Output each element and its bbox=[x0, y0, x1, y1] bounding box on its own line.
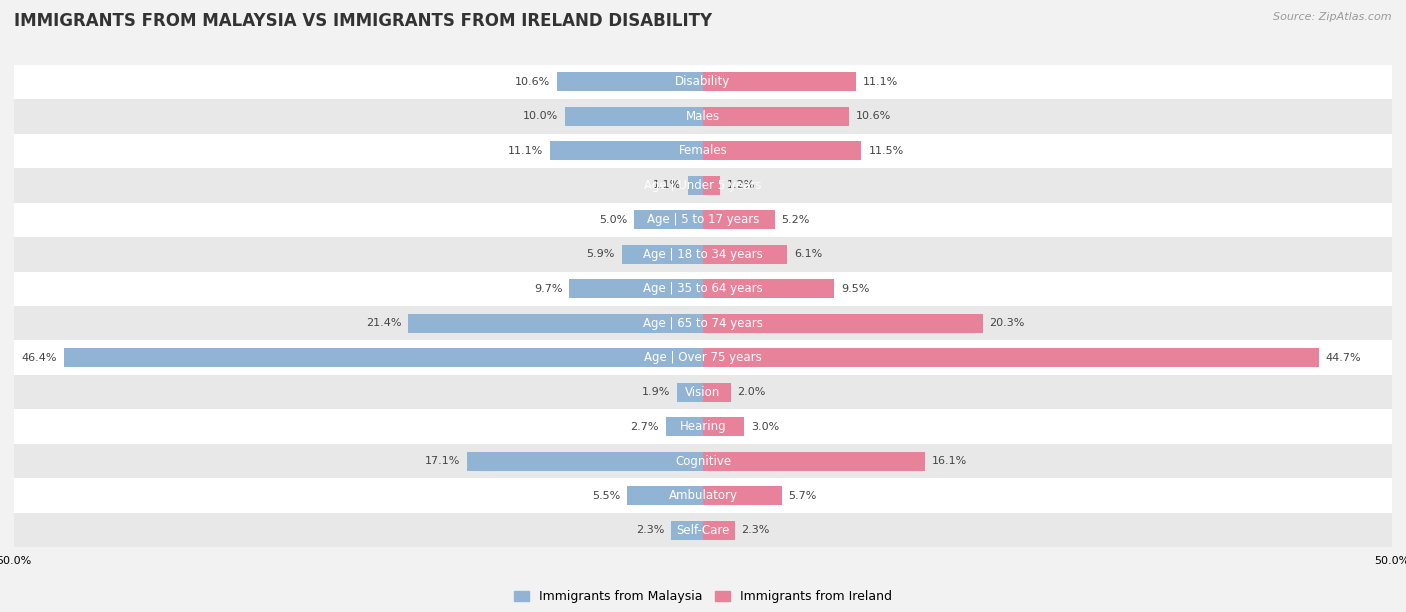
Bar bbox=[569, 279, 703, 298]
Text: Age | 5 to 17 years: Age | 5 to 17 years bbox=[647, 214, 759, 226]
Bar bbox=[703, 382, 731, 401]
Bar bbox=[634, 211, 703, 230]
Bar bbox=[703, 211, 775, 230]
Text: 10.6%: 10.6% bbox=[856, 111, 891, 121]
Text: 20.3%: 20.3% bbox=[990, 318, 1025, 328]
Text: Vision: Vision bbox=[685, 386, 721, 398]
Bar bbox=[703, 107, 849, 126]
Bar bbox=[14, 306, 1392, 340]
Bar bbox=[703, 452, 925, 471]
Text: 5.7%: 5.7% bbox=[789, 491, 817, 501]
Text: 2.0%: 2.0% bbox=[738, 387, 766, 397]
Bar bbox=[676, 382, 703, 401]
Text: Ambulatory: Ambulatory bbox=[668, 489, 738, 502]
Text: 17.1%: 17.1% bbox=[425, 456, 461, 466]
Bar bbox=[557, 72, 703, 91]
Bar bbox=[14, 340, 1392, 375]
Text: 5.9%: 5.9% bbox=[586, 249, 614, 259]
Text: Self-Care: Self-Care bbox=[676, 524, 730, 537]
Text: 5.0%: 5.0% bbox=[599, 215, 627, 225]
Bar bbox=[666, 417, 703, 436]
Text: IMMIGRANTS FROM MALAYSIA VS IMMIGRANTS FROM IRELAND DISABILITY: IMMIGRANTS FROM MALAYSIA VS IMMIGRANTS F… bbox=[14, 12, 713, 30]
Text: 10.6%: 10.6% bbox=[515, 77, 550, 87]
Text: Disability: Disability bbox=[675, 75, 731, 88]
Text: 9.7%: 9.7% bbox=[534, 284, 562, 294]
Text: Age | 35 to 64 years: Age | 35 to 64 years bbox=[643, 282, 763, 295]
Text: 1.1%: 1.1% bbox=[652, 181, 681, 190]
Text: 1.9%: 1.9% bbox=[641, 387, 669, 397]
Text: 46.4%: 46.4% bbox=[21, 353, 56, 363]
Bar bbox=[703, 245, 787, 264]
Text: 6.1%: 6.1% bbox=[794, 249, 823, 259]
Text: 3.0%: 3.0% bbox=[751, 422, 779, 431]
Bar bbox=[14, 133, 1392, 168]
Bar bbox=[14, 237, 1392, 272]
Text: 10.0%: 10.0% bbox=[523, 111, 558, 121]
Bar bbox=[703, 72, 856, 91]
Bar bbox=[63, 348, 703, 367]
Bar bbox=[14, 444, 1392, 479]
Text: 11.5%: 11.5% bbox=[869, 146, 904, 156]
Bar bbox=[621, 245, 703, 264]
Bar bbox=[703, 314, 983, 333]
Bar bbox=[14, 99, 1392, 133]
Bar bbox=[14, 168, 1392, 203]
Bar bbox=[14, 409, 1392, 444]
Bar bbox=[703, 521, 735, 540]
Text: Cognitive: Cognitive bbox=[675, 455, 731, 468]
Bar bbox=[14, 272, 1392, 306]
Text: Age | Under 5 years: Age | Under 5 years bbox=[644, 179, 762, 192]
Bar bbox=[408, 314, 703, 333]
Bar bbox=[703, 417, 744, 436]
Text: 2.7%: 2.7% bbox=[630, 422, 659, 431]
Text: 5.2%: 5.2% bbox=[782, 215, 810, 225]
Bar bbox=[671, 521, 703, 540]
Bar bbox=[14, 513, 1392, 547]
Text: 5.5%: 5.5% bbox=[592, 491, 620, 501]
Text: 11.1%: 11.1% bbox=[863, 77, 898, 87]
Text: Age | 65 to 74 years: Age | 65 to 74 years bbox=[643, 317, 763, 330]
Text: Females: Females bbox=[679, 144, 727, 157]
Bar bbox=[703, 141, 862, 160]
Bar bbox=[14, 479, 1392, 513]
Text: 9.5%: 9.5% bbox=[841, 284, 869, 294]
Text: 2.3%: 2.3% bbox=[741, 525, 770, 535]
Text: Age | 18 to 34 years: Age | 18 to 34 years bbox=[643, 248, 763, 261]
Bar bbox=[688, 176, 703, 195]
Text: 16.1%: 16.1% bbox=[932, 456, 967, 466]
Bar bbox=[14, 203, 1392, 237]
Text: 1.2%: 1.2% bbox=[727, 181, 755, 190]
Bar bbox=[14, 65, 1392, 99]
Text: Source: ZipAtlas.com: Source: ZipAtlas.com bbox=[1274, 12, 1392, 22]
Bar bbox=[565, 107, 703, 126]
Bar bbox=[703, 486, 782, 505]
Bar bbox=[14, 375, 1392, 409]
Bar bbox=[627, 486, 703, 505]
Bar bbox=[467, 452, 703, 471]
Text: 21.4%: 21.4% bbox=[366, 318, 401, 328]
Text: Age | Over 75 years: Age | Over 75 years bbox=[644, 351, 762, 364]
Bar bbox=[703, 176, 720, 195]
Text: Hearing: Hearing bbox=[679, 420, 727, 433]
Bar bbox=[550, 141, 703, 160]
Bar bbox=[703, 279, 834, 298]
Legend: Immigrants from Malaysia, Immigrants from Ireland: Immigrants from Malaysia, Immigrants fro… bbox=[509, 585, 897, 608]
Bar bbox=[703, 348, 1319, 367]
Text: Males: Males bbox=[686, 110, 720, 123]
Text: 11.1%: 11.1% bbox=[508, 146, 543, 156]
Text: 44.7%: 44.7% bbox=[1326, 353, 1361, 363]
Text: 2.3%: 2.3% bbox=[636, 525, 665, 535]
